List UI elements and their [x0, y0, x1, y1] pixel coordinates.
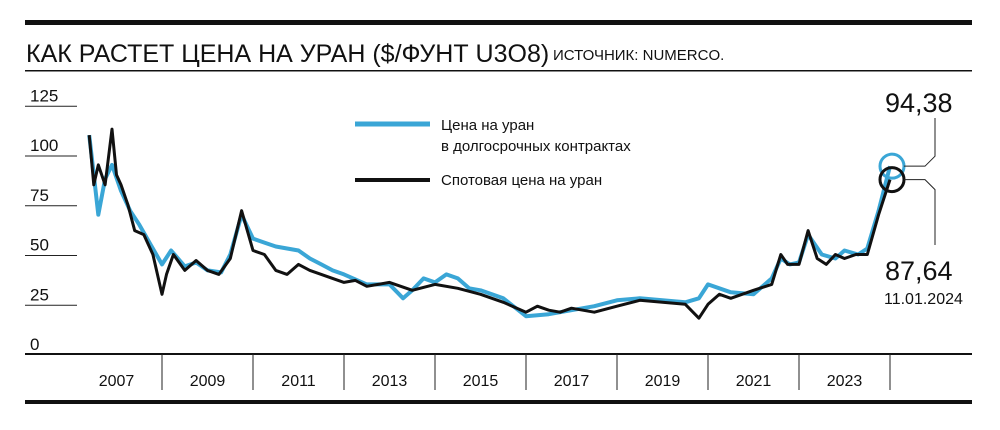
y-tick-label: 50: [30, 236, 49, 255]
y-tick-label: 100: [30, 136, 58, 155]
x-axis: 2007 2009 2011 2013 2015 2017 2019 2021 2023: [25, 353, 972, 390]
legend-label-long-term-2: в долгосрочных контрактах: [441, 138, 631, 155]
y-tick-label: 75: [30, 186, 49, 205]
x-tick-label: 2021: [736, 373, 772, 390]
y-axis: 125 100 75 50 25 0: [25, 86, 77, 354]
series-group: [87, 127, 892, 320]
series-spot-line: [87, 127, 892, 320]
annotation-long-term-value: 94,38: [885, 88, 953, 118]
y-tick-label: 25: [30, 285, 49, 304]
legend-label-long-term-1: Цена на уран: [441, 117, 534, 134]
chart-title: КАК РАСТЕТ ЦЕНА НА УРАН ($/ФУНТ U3O8): [26, 40, 549, 68]
x-tick-label: 2023: [827, 373, 863, 390]
chart-source: ИСТОЧНИК: NUMERCO.: [553, 47, 724, 64]
legend: Цена на уран в долгосрочных контрактах С…: [355, 117, 631, 189]
spot-leader-line: [904, 179, 936, 245]
annotation-spot-date: 11.01.2024: [884, 291, 963, 308]
x-tick-label: 2009: [190, 373, 226, 390]
annotation-spot-value: 87,64: [885, 256, 953, 286]
long-term-leader-line: [904, 118, 936, 167]
x-tick-label: 2019: [645, 373, 681, 390]
annotations: 94,38 87,64 11.01.2024: [878, 88, 963, 308]
y-tick-label: 125: [30, 86, 58, 105]
x-tick-label: 2013: [372, 373, 408, 390]
top-rule: [25, 20, 972, 25]
title-rule: [25, 70, 972, 72]
x-tick-label: 2011: [281, 373, 316, 390]
series-long-term-line: [87, 134, 892, 319]
x-tick-label: 2017: [554, 373, 590, 390]
x-tick-label: 2007: [99, 373, 135, 390]
legend-label-spot: Спотовая цена на уран: [441, 172, 602, 189]
x-tick-label: 2015: [463, 373, 499, 390]
bottom-rule: [25, 400, 972, 404]
y-tick-label: 0: [30, 335, 39, 354]
